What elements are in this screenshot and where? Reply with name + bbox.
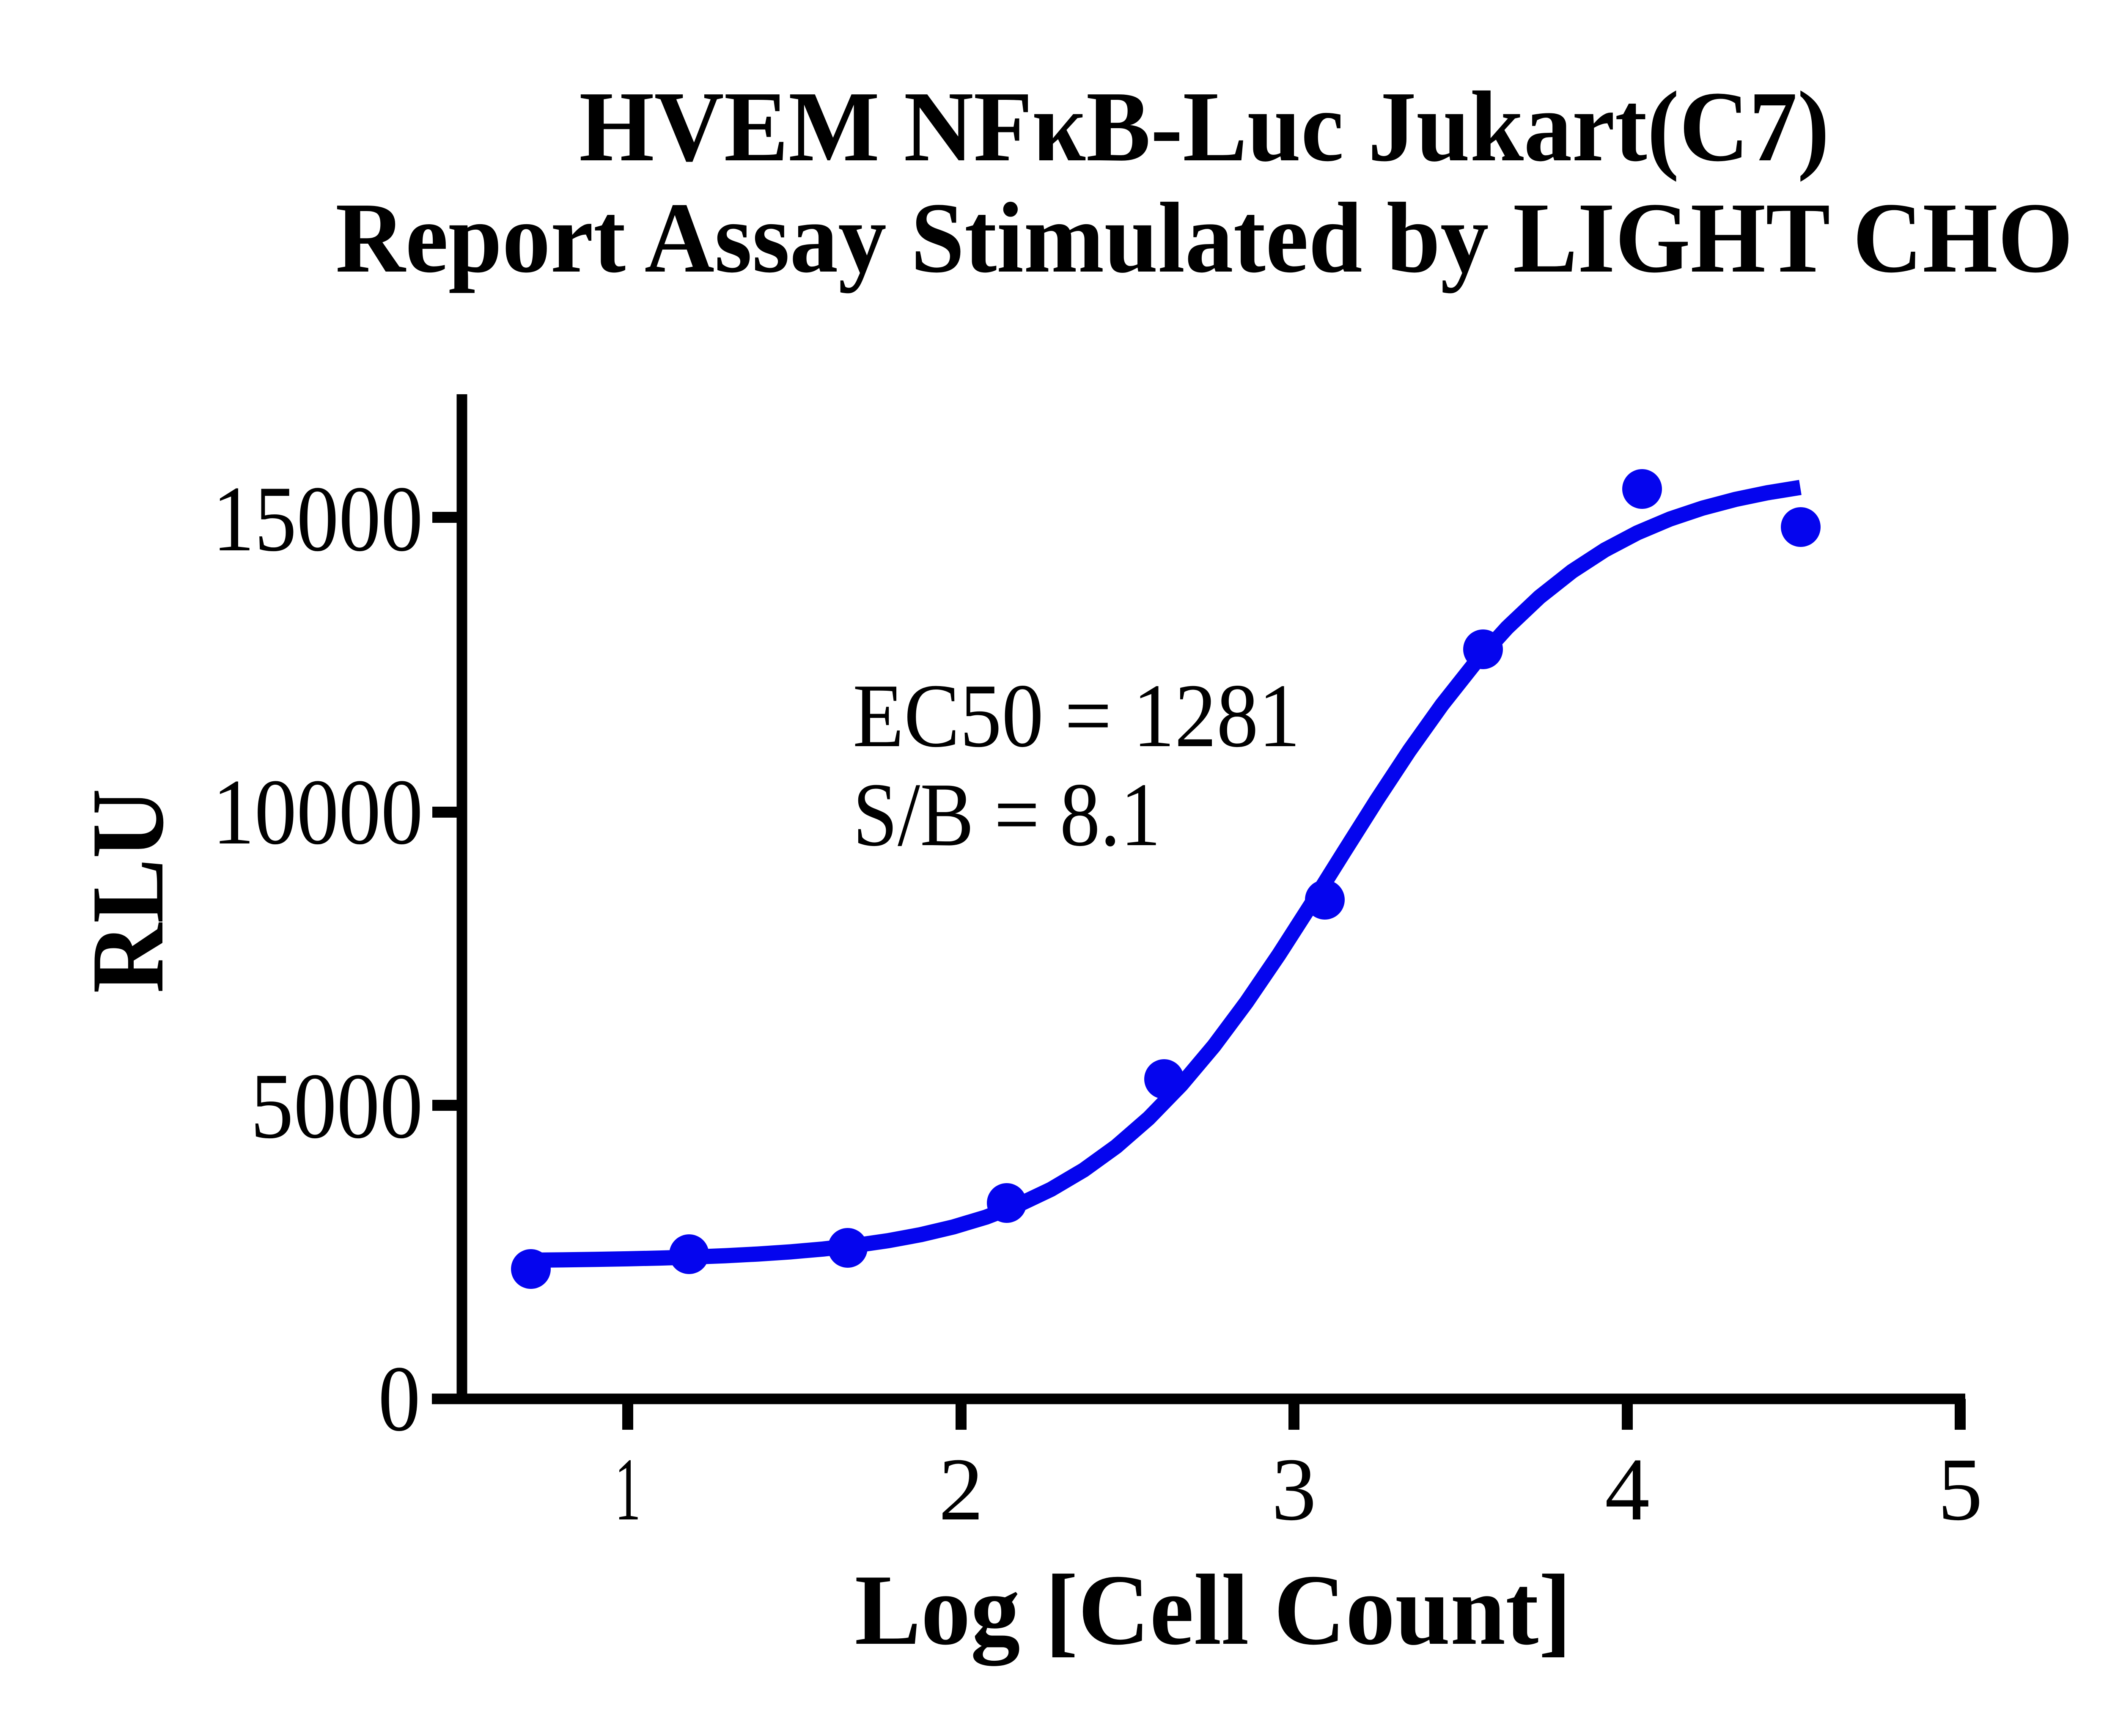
svg-text:4: 4: [1605, 1439, 1650, 1539]
svg-text:Log [Cell Count]: Log [Cell Count]: [855, 1554, 1572, 1666]
svg-text:15000: 15000: [212, 467, 423, 571]
svg-text:10000: 10000: [212, 760, 423, 864]
svg-text:3: 3: [1272, 1439, 1316, 1539]
svg-text:S/B = 8.1: S/B = 8.1: [853, 764, 1161, 865]
svg-text:1: 1: [615, 1439, 641, 1539]
svg-text:0: 0: [378, 1347, 420, 1451]
svg-text:RLU: RLU: [70, 788, 185, 993]
svg-text:Report Assay Stimulated by LIG: Report Assay Stimulated by LIGHT CHO: [335, 182, 2073, 294]
svg-text:HVEM NFκB-Luc Jukart(C7): HVEM NFκB-Luc Jukart(C7): [579, 71, 1829, 182]
svg-text:5: 5: [1938, 1439, 1983, 1539]
svg-text:2: 2: [939, 1439, 983, 1539]
svg-text:EC50 = 1281: EC50 = 1281: [853, 665, 1300, 766]
svg-text:5000: 5000: [250, 1054, 423, 1158]
